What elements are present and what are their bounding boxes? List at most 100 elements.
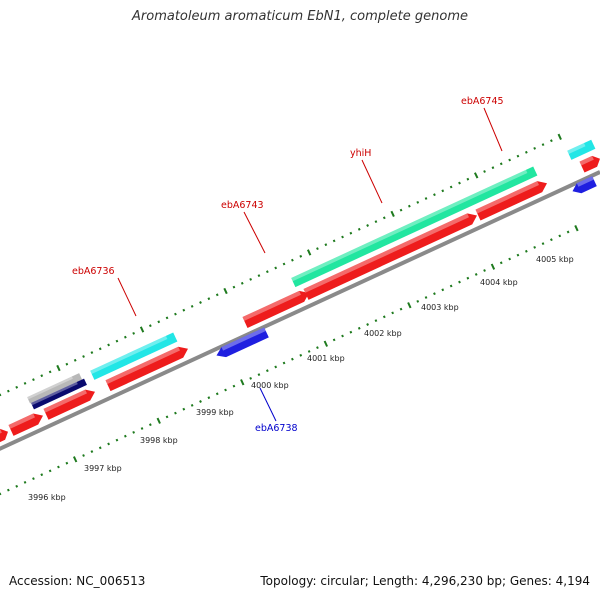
outer-tick [40, 374, 44, 378]
grey-feature-feature [27, 373, 83, 404]
outer-tick [458, 181, 461, 185]
scale-label: 4001 kbp [307, 354, 345, 363]
inner-tick [323, 340, 329, 347]
inner-tick [449, 284, 453, 288]
inner-tick [132, 430, 136, 434]
inner-tick [307, 350, 311, 353]
outer-tick [274, 266, 278, 270]
outer-tick [524, 150, 528, 154]
outer-tick [98, 347, 102, 351]
outer-tick [282, 262, 286, 266]
gene-label: ebA6736 [72, 266, 115, 277]
scale-label: 4004 kbp [480, 278, 518, 287]
outer-tick [441, 189, 445, 193]
inner-tick [550, 238, 553, 242]
outer-tick [357, 227, 361, 231]
gene-label: yhiH [350, 148, 371, 159]
reverse-cds-feature [572, 176, 597, 194]
inner-tick [0, 492, 2, 496]
rna-gene-feature [291, 166, 538, 288]
inner-tick [65, 461, 69, 465]
outer-tick [550, 139, 553, 143]
outer-tick-track [0, 133, 562, 397]
inner-tick [72, 456, 78, 463]
outer-tick [165, 316, 169, 320]
inner-tick [182, 407, 186, 411]
outer-tick [306, 249, 312, 256]
outer-tick [508, 158, 512, 162]
outer-tick [324, 243, 328, 247]
outer-tick [424, 197, 428, 200]
inner-tick [291, 357, 294, 361]
inner-tick [516, 253, 520, 257]
outer-tick [107, 343, 110, 347]
outer-tick [90, 351, 94, 355]
outer-tick [15, 385, 19, 389]
inner-tick [190, 403, 194, 407]
inner-tick [533, 245, 537, 249]
gene-label: ebA6745 [461, 96, 504, 107]
topology-text: Topology: circular; Length: 4,296,230 bp… [260, 574, 590, 588]
inner-tick [483, 269, 486, 272]
inner-tick [416, 299, 420, 303]
inner-tick [524, 249, 528, 253]
inner-tick [57, 465, 60, 469]
inner-tick [15, 484, 19, 488]
inner-tick [316, 346, 319, 350]
outer-tick [56, 364, 61, 372]
forward-cds-feature [303, 213, 477, 300]
gene-leader-line [243, 211, 266, 254]
inner-tick [349, 330, 353, 334]
inner-tick [232, 384, 236, 388]
inner-tick [165, 415, 169, 419]
scale-label: 4005 kbp [536, 255, 574, 264]
cyan-feature-feature [90, 332, 178, 380]
inner-tick [48, 469, 52, 473]
inner-tick [474, 272, 478, 276]
outer-tick [541, 143, 545, 147]
inner-tick [257, 373, 261, 377]
inner-tick [558, 234, 562, 238]
inner-tick [224, 388, 227, 392]
inner-tick [249, 376, 253, 380]
inner-tick [174, 411, 177, 415]
inner-tick [574, 224, 579, 232]
outer-tick [6, 389, 10, 393]
outer-tick [23, 381, 27, 385]
inner-tick [382, 315, 386, 319]
inner-tick-track [0, 224, 579, 496]
navy-feature-feature [31, 378, 87, 410]
forward-cds-feature [242, 290, 309, 328]
inner-tick [199, 400, 202, 403]
outer-tick [207, 297, 211, 301]
inner-tick [207, 396, 211, 400]
inner-tick [265, 369, 269, 373]
inner-tick [424, 296, 428, 299]
outer-tick [516, 154, 520, 158]
outer-tick [491, 166, 495, 170]
outer-tick [466, 177, 470, 181]
gene-leader-line [361, 159, 383, 204]
inner-tick [123, 434, 127, 438]
inner-tick [140, 427, 144, 430]
outer-tick [332, 239, 336, 243]
inner-tick [332, 338, 336, 342]
outer-tick [374, 220, 378, 224]
scale-label: 3998 kbp [140, 436, 178, 445]
forward-cds-feature [475, 181, 547, 221]
scale-labels: 3996 kbp 3997 kbp 3998 kbp 3999 kbp 4000 kbp… [28, 255, 574, 502]
outer-tick [249, 277, 253, 281]
scale-label: 4000 kbp [251, 381, 289, 390]
inner-tick [391, 311, 395, 315]
forward-cds-feature [43, 389, 95, 420]
inner-tick [490, 263, 496, 270]
inner-tick [458, 280, 461, 284]
outer-tick [48, 370, 52, 374]
outer-tick [265, 270, 269, 274]
gene-labels: ebA6736 ebA6743 yhiH ebA6745 ebA6738 [72, 96, 504, 434]
inner-tick [98, 446, 102, 450]
feature-track [0, 139, 600, 446]
outer-tick [399, 208, 403, 212]
outer-tick [416, 200, 420, 204]
